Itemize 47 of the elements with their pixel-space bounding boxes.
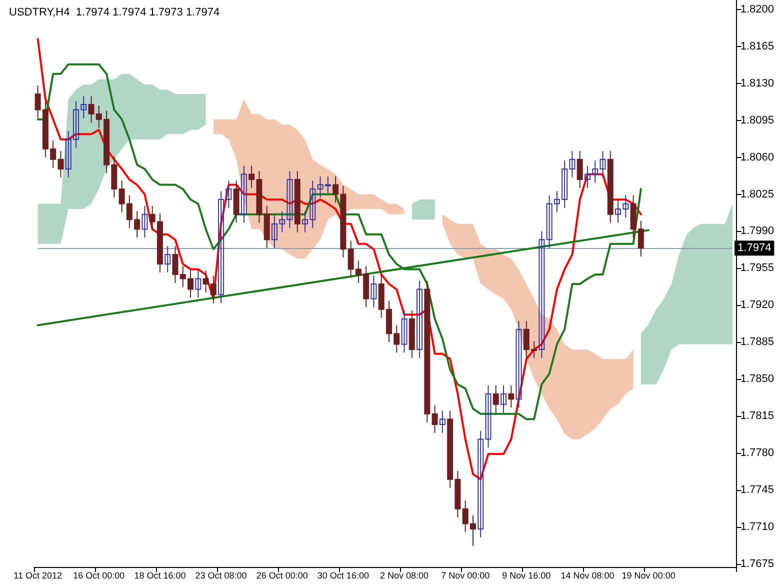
y-tick-label: 1.8165 <box>740 40 774 52</box>
x-tick-label: 30 Oct 16:00 <box>317 570 369 580</box>
x-tick-label: 16 Oct 00:00 <box>73 570 125 580</box>
y-tick-label: 1.7710 <box>740 520 774 533</box>
candlestick <box>416 280 423 358</box>
y-tick-label: 1.7675 <box>740 558 774 570</box>
x-tick-label: 11 Oct 2012 <box>14 570 62 580</box>
y-tick-label: 1.7815 <box>740 410 774 422</box>
y-tick-label: 1.8095 <box>740 114 774 126</box>
candlestick <box>164 246 171 273</box>
y-tick-label: 1.7955 <box>740 262 774 274</box>
candlestick <box>538 230 545 358</box>
y-tick-label: 1.7780 <box>740 446 774 459</box>
candlestick <box>172 246 178 284</box>
candlestick <box>500 384 507 414</box>
x-tick-label: 23 Oct 08:00 <box>195 570 247 580</box>
ref-line-label: 1.7974 <box>738 242 772 254</box>
y-tick-label: 1.7885 <box>740 336 774 348</box>
x-tick-label: 18 Oct 16:00 <box>134 570 186 580</box>
y-tick-label: 1.7990 <box>740 225 774 238</box>
line-series <box>36 38 642 480</box>
candlestick <box>240 165 247 224</box>
y-tick-label: 1.7920 <box>740 299 774 312</box>
candlestick <box>401 310 408 354</box>
candlestick <box>508 384 514 408</box>
x-tick-label: 2 Nov 08:00 <box>380 570 429 580</box>
text: USDTRY,H4 1.7974 1.7974 1.7973 1.7974 <box>9 6 220 18</box>
candlestick <box>432 404 438 434</box>
candlestick <box>492 384 499 414</box>
x-tick-label: 26 Oct 00:00 <box>256 570 308 580</box>
candlestick <box>516 320 522 408</box>
y-tick-label: 1.8130 <box>740 77 774 90</box>
candlestick <box>370 275 377 308</box>
candlestick <box>600 150 606 178</box>
y-tick-label: 1.7745 <box>740 484 774 496</box>
y-tick-label: 1.8025 <box>740 188 774 200</box>
y-tick-label: 1.7850 <box>740 373 774 386</box>
candlestick <box>576 150 583 188</box>
x-tick-label: 14 Nov 08:00 <box>560 570 614 580</box>
y-tick-label: 1.8200 <box>740 4 774 16</box>
x-tick-label: 19 Nov 00:00 <box>622 570 676 580</box>
candlestick <box>439 410 446 434</box>
y-tick-label: 1.8060 <box>740 151 774 164</box>
candlestick <box>195 270 202 298</box>
x-tick-label: 7 Nov 00:00 <box>441 570 490 580</box>
candlestick <box>142 205 148 238</box>
x-tick-label: 9 Nov 16:00 <box>502 570 551 580</box>
